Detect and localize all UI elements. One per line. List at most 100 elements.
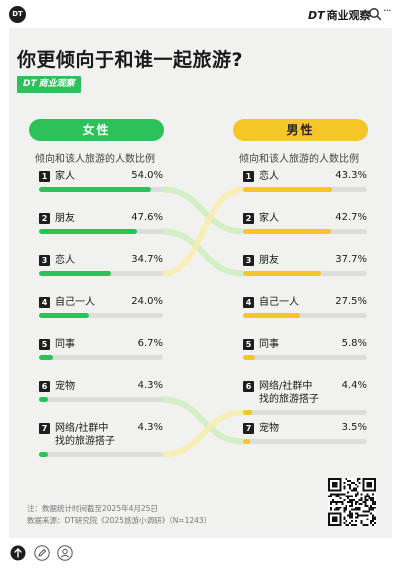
bar-track xyxy=(39,313,163,318)
bar xyxy=(243,313,300,318)
brand-tag-name: 商业观察 xyxy=(38,79,75,89)
bar xyxy=(39,271,111,276)
value-label: 3.5% xyxy=(341,422,367,433)
bar xyxy=(39,397,48,402)
category-label: 同事 xyxy=(55,339,75,350)
bar-track xyxy=(243,313,367,318)
male-row-6: 6 网络/社群中 找的旅游搭子 4.4% xyxy=(243,380,367,421)
brand-dt: DT xyxy=(308,9,325,22)
category-label: 网络/社群中 找的旅游搭子 xyxy=(55,423,115,447)
footnote-source: 数据来源：DT研究院《2025旅游小调研》（N=1243） xyxy=(27,516,212,525)
search-icon[interactable] xyxy=(368,7,382,21)
value-label: 27.5% xyxy=(335,296,367,307)
category-label: 朋友 xyxy=(55,213,75,224)
bar xyxy=(243,439,251,444)
rank-badge: 3 xyxy=(243,255,254,266)
male-row-2: 2 家人 42.7% xyxy=(243,212,367,253)
female-row-4: 4 自己一人 24.0% xyxy=(39,296,163,337)
female-row-1: 1 家人 54.0% xyxy=(39,170,163,211)
category-label: 家人 xyxy=(259,213,279,224)
bar xyxy=(39,229,138,234)
rank-badge: 7 xyxy=(39,423,50,434)
value-label: 4.3% xyxy=(137,380,163,391)
bar-track xyxy=(39,397,163,402)
bar xyxy=(243,410,253,415)
female-header: 女性 xyxy=(29,119,164,141)
brand-tag-dt: DT xyxy=(23,79,37,89)
female-row-7: 7 网络/社群中 找的旅游搭子 4.3% xyxy=(39,422,163,463)
value-label: 37.7% xyxy=(335,254,367,265)
male-header: 男性 xyxy=(233,119,368,141)
female-row-3: 3 恋人 34.7% xyxy=(39,254,163,295)
bar-track xyxy=(39,452,163,457)
rank-badge: 6 xyxy=(39,381,50,392)
top-bar: DT DT 商业观察 ··· xyxy=(0,0,400,28)
category-label: 自己一人 xyxy=(259,297,299,308)
rank-badge: 4 xyxy=(39,297,50,308)
bar xyxy=(39,187,151,192)
rank-badge: 1 xyxy=(39,171,50,182)
more-icon[interactable]: ··· xyxy=(383,4,391,17)
rank-badge: 6 xyxy=(243,381,254,392)
user-icon[interactable] xyxy=(57,545,73,561)
male-row-5: 5 同事 5.8% xyxy=(243,338,367,379)
brand-title: DT 商业观察 xyxy=(308,7,371,23)
category-label: 家人 xyxy=(55,171,75,182)
value-label: 4.4% xyxy=(341,380,367,391)
bar xyxy=(39,355,53,360)
qr-code-icon[interactable] xyxy=(328,478,376,526)
category-label: 恋人 xyxy=(259,171,279,182)
bar-track xyxy=(243,410,367,415)
category-label: 朋友 xyxy=(259,255,279,266)
bar-track xyxy=(243,355,367,360)
bar xyxy=(243,355,255,360)
value-label: 43.3% xyxy=(335,170,367,181)
rank-badge: 5 xyxy=(243,339,254,350)
bar-track xyxy=(243,187,367,192)
male-row-4: 4 自己一人 27.5% xyxy=(243,296,367,337)
rank-badge: 2 xyxy=(243,213,254,224)
rank-badge: 4 xyxy=(243,297,254,308)
dt-logo-icon[interactable]: DT xyxy=(9,6,26,23)
bar-track xyxy=(39,271,163,276)
value-label: 24.0% xyxy=(131,296,163,307)
value-label: 54.0% xyxy=(131,170,163,181)
category-label: 恋人 xyxy=(55,255,75,266)
rank-badge: 3 xyxy=(39,255,50,266)
male-row-7: 7 宠物 3.5% xyxy=(243,422,367,463)
value-label: 47.6% xyxy=(131,212,163,223)
value-label: 4.3% xyxy=(137,422,163,433)
category-label: 网络/社群中 找的旅游搭子 xyxy=(259,381,319,405)
brand-name: 商业观察 xyxy=(326,9,371,22)
brand-tag: DT 商业观察 xyxy=(17,76,81,93)
bar-track xyxy=(39,355,163,360)
value-label: 5.8% xyxy=(341,338,367,349)
bar-track xyxy=(243,271,367,276)
bar-track xyxy=(243,229,367,234)
scroll-top-icon[interactable] xyxy=(10,545,26,561)
female-row-2: 2 朋友 47.6% xyxy=(39,212,163,253)
bar-track xyxy=(243,439,367,444)
value-label: 42.7% xyxy=(335,212,367,223)
bar xyxy=(243,187,333,192)
category-label: 自己一人 xyxy=(55,297,95,308)
bar-track xyxy=(39,187,163,192)
value-label: 6.7% xyxy=(137,338,163,349)
bar xyxy=(243,229,332,234)
male-row-3: 3 朋友 37.7% xyxy=(243,254,367,295)
page-title: 你更倾向于和谁一起旅游? xyxy=(17,49,244,71)
rank-badge: 7 xyxy=(243,423,254,434)
female-row-6: 6 宠物 4.3% xyxy=(39,380,163,421)
bar xyxy=(39,313,89,318)
bar xyxy=(243,271,321,276)
bar-track xyxy=(39,229,163,234)
female-row-5: 5 同事 6.7% xyxy=(39,338,163,379)
edit-icon[interactable] xyxy=(34,545,50,561)
rank-badge: 1 xyxy=(243,171,254,182)
footnote-date: 注：数据统计时间截至2025年4月25日 xyxy=(27,504,158,513)
category-label: 同事 xyxy=(259,339,279,350)
rank-badge: 2 xyxy=(39,213,50,224)
category-label: 宠物 xyxy=(259,423,279,434)
female-subtitle: 倾向和该人旅游的人数比例 xyxy=(35,154,155,165)
value-label: 34.7% xyxy=(131,254,163,265)
